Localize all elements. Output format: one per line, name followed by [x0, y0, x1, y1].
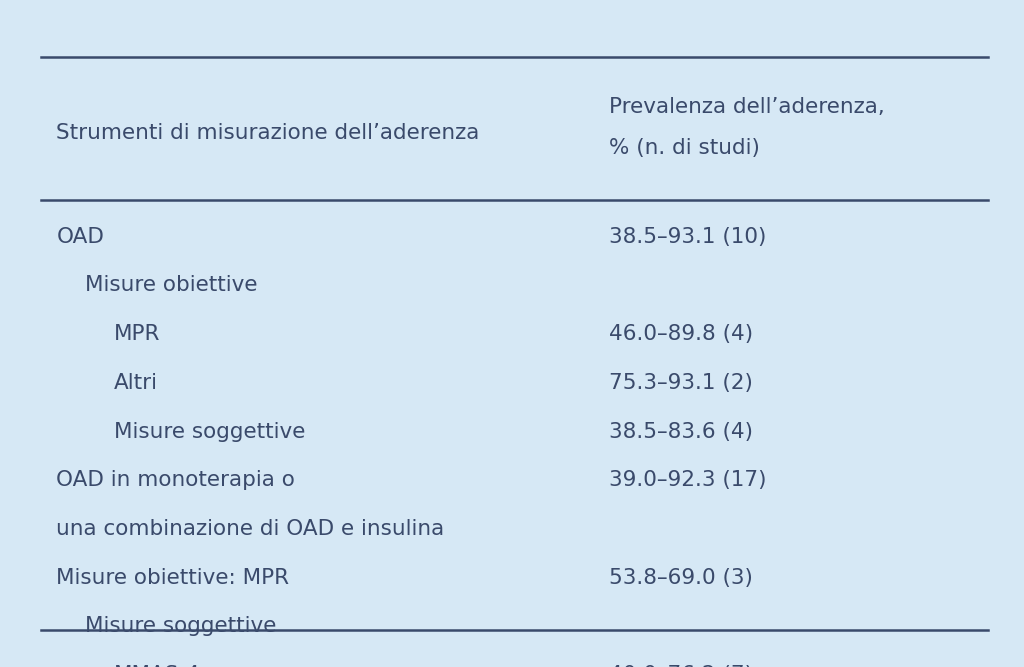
Text: 39.0–92.3 (17): 39.0–92.3 (17): [609, 470, 767, 490]
Text: 53.8–69.0 (3): 53.8–69.0 (3): [609, 568, 754, 588]
Text: OAD: OAD: [56, 227, 104, 247]
Text: Misure soggettive: Misure soggettive: [85, 616, 276, 636]
Text: 75.3–93.1 (2): 75.3–93.1 (2): [609, 373, 754, 393]
Text: MPR: MPR: [114, 324, 160, 344]
Text: MMAS-4: MMAS-4: [114, 665, 201, 667]
Text: 40.0–76.2 (7): 40.0–76.2 (7): [609, 665, 754, 667]
Text: Altri: Altri: [114, 373, 158, 393]
Text: Strumenti di misurazione dell’aderenza: Strumenti di misurazione dell’aderenza: [56, 123, 479, 143]
Text: 46.0–89.8 (4): 46.0–89.8 (4): [609, 324, 754, 344]
Text: 38.5–83.6 (4): 38.5–83.6 (4): [609, 422, 754, 442]
Text: Misure soggettive: Misure soggettive: [114, 422, 305, 442]
Text: una combinazione di OAD e insulina: una combinazione di OAD e insulina: [56, 519, 444, 539]
Text: OAD in monoterapia o: OAD in monoterapia o: [56, 470, 295, 490]
Text: Misure obiettive: Misure obiettive: [85, 275, 257, 295]
Text: Misure obiettive: MPR: Misure obiettive: MPR: [56, 568, 290, 588]
Text: 38.5–93.1 (10): 38.5–93.1 (10): [609, 227, 767, 247]
Text: % (n. di studi): % (n. di studi): [609, 138, 760, 158]
Text: Prevalenza dell’aderenza,: Prevalenza dell’aderenza,: [609, 97, 885, 117]
